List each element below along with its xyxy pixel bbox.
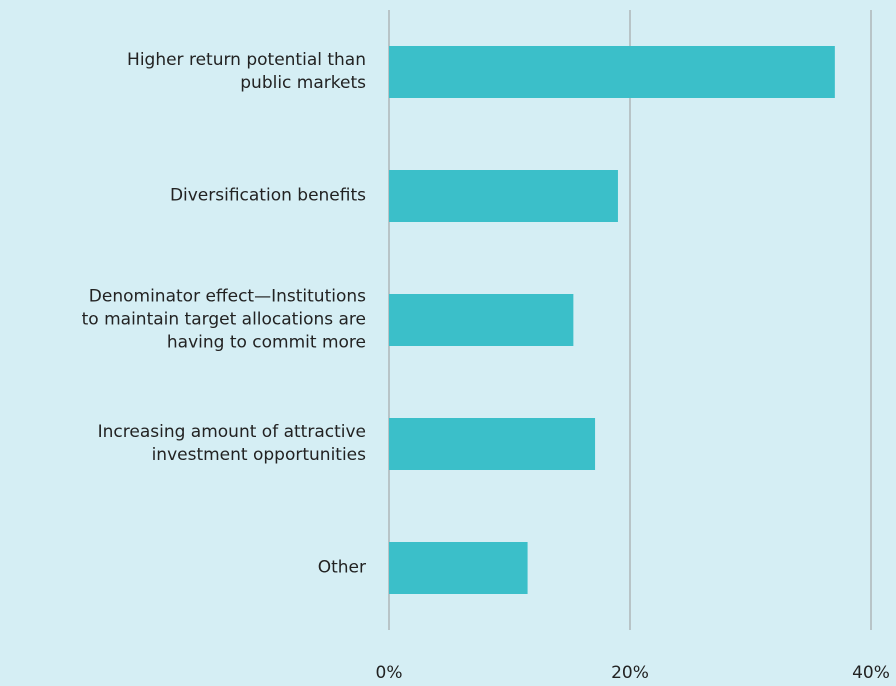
x-tick-label: 0%: [376, 663, 403, 683]
category-label: Increasing amount of attractive investme…: [97, 422, 366, 465]
bar: [389, 170, 618, 222]
bar: [389, 46, 835, 98]
category-label: Higher return potential than public mark…: [127, 50, 366, 93]
bar: [389, 294, 574, 346]
bar: [389, 542, 528, 594]
bar: [389, 418, 596, 470]
category-label: Other: [317, 557, 366, 578]
category-label: Denominator effect—Institutions to maint…: [81, 286, 366, 353]
category-label: Diversification benefits: [169, 185, 366, 206]
x-tick-label: 40%: [852, 663, 890, 683]
x-tick-label: 20%: [611, 663, 649, 683]
